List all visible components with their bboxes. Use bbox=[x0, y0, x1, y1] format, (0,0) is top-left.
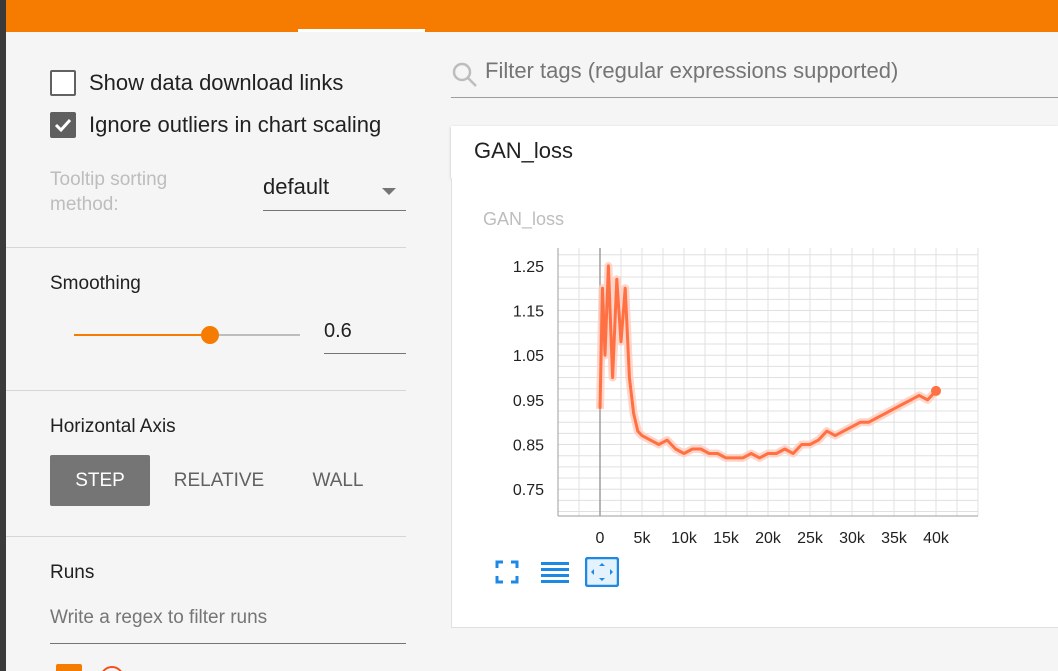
y-tick-label: 0.95 bbox=[513, 393, 544, 410]
divider bbox=[6, 247, 406, 248]
show-download-links-label: Show data download links bbox=[89, 70, 344, 95]
fit-domain-icon[interactable] bbox=[585, 557, 619, 587]
divider bbox=[6, 536, 406, 537]
tag-filter-input[interactable]: Filter tags (regular expressions support… bbox=[451, 58, 1058, 98]
tooltip-sorting-select[interactable]: default bbox=[263, 174, 406, 211]
window-edge bbox=[0, 0, 6, 671]
y-tick-label: 0.85 bbox=[513, 438, 544, 455]
run-radio-icon[interactable] bbox=[100, 666, 124, 671]
divider bbox=[6, 390, 406, 391]
top-toolbar bbox=[6, 0, 1058, 32]
runs-title: Runs bbox=[50, 562, 95, 583]
checkmark-icon bbox=[54, 118, 72, 133]
data-table-icon[interactable] bbox=[540, 559, 570, 585]
x-tick-label: 40k bbox=[923, 530, 950, 547]
tooltip-sorting-label: Tooltip sorting method: bbox=[50, 169, 168, 215]
smoothed-series-line bbox=[598, 264, 938, 460]
chart-card: GAN_loss 0.75 0.85 0.95 1.05 1.15 1.25 0 5k 10k 1… bbox=[451, 178, 1058, 628]
active-tab-indicator bbox=[298, 29, 425, 32]
runs-filter-input[interactable]: Write a regex to filter runs bbox=[50, 607, 406, 644]
line-chart[interactable]: 0.75 0.85 0.95 1.05 1.15 1.25 0 5k 10k 15k 20k 25k 3… bbox=[452, 238, 1012, 618]
x-tick-label: 15k bbox=[713, 530, 740, 547]
show-download-links-row[interactable]: Show data download links bbox=[50, 68, 343, 98]
main-panel: Filter tags (regular expressions support… bbox=[406, 32, 1058, 671]
last-point-marker bbox=[931, 385, 941, 396]
x-tick-label: 25k bbox=[797, 530, 824, 547]
x-tick-label: 35k bbox=[881, 530, 908, 547]
x-tick-label: 30k bbox=[839, 530, 866, 547]
smoothing-input[interactable]: 0.6 bbox=[324, 320, 406, 354]
search-icon bbox=[452, 62, 477, 87]
chart-title: GAN_loss bbox=[483, 209, 565, 229]
card-header[interactable]: GAN_loss bbox=[451, 126, 1058, 178]
dropdown-arrow-icon bbox=[382, 188, 396, 195]
sidebar: Show data download links Ignore outliers… bbox=[6, 32, 406, 671]
fullscreen-icon[interactable] bbox=[494, 559, 520, 585]
horizontal-axis-title: Horizontal Axis bbox=[50, 416, 176, 437]
axis-step-button[interactable]: STEP bbox=[50, 455, 150, 506]
slider-thumb[interactable] bbox=[200, 326, 219, 344]
y-tick-label: 1.05 bbox=[513, 348, 544, 365]
tag-filter-placeholder: Filter tags (regular expressions support… bbox=[485, 58, 899, 83]
x-tick-label: 5k bbox=[634, 530, 652, 547]
smoothing-slider[interactable] bbox=[74, 326, 300, 344]
y-tick-label: 1.25 bbox=[513, 259, 544, 276]
x-tick-label: 10k bbox=[671, 530, 698, 547]
axis-relative-button[interactable]: RELATIVE bbox=[173, 469, 265, 491]
show-download-links-checkbox[interactable] bbox=[50, 70, 76, 96]
ignore-outliers-checkbox[interactable] bbox=[50, 112, 76, 138]
run-color-checkbox[interactable] bbox=[56, 664, 82, 671]
tooltip-sorting-value: default bbox=[263, 174, 330, 199]
axis-wall-button[interactable]: WALL bbox=[312, 469, 364, 491]
ignore-outliers-label: Ignore outliers in chart scaling bbox=[89, 112, 382, 137]
x-tick-label: 0 bbox=[596, 530, 605, 547]
smoothing-title: Smoothing bbox=[50, 273, 141, 294]
x-tick-label: 20k bbox=[755, 530, 782, 547]
y-tick-label: 1.15 bbox=[513, 304, 544, 321]
ignore-outliers-row[interactable]: Ignore outliers in chart scaling bbox=[50, 110, 381, 140]
y-tick-label: 0.75 bbox=[513, 482, 544, 499]
slider-fill bbox=[74, 334, 210, 336]
